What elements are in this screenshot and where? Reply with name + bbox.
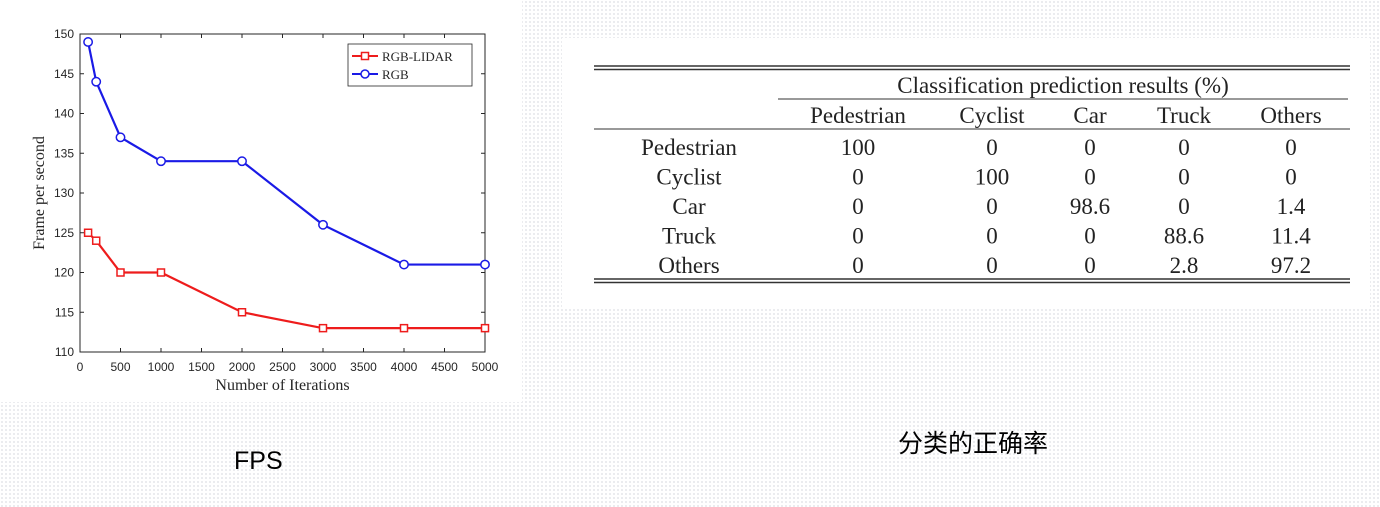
table-cell: 0 bbox=[1285, 165, 1297, 190]
table-cell: 0 bbox=[1178, 165, 1190, 190]
y-tick-label: 150 bbox=[54, 27, 74, 41]
row-label: Cyclist bbox=[656, 165, 722, 190]
table-cell: 0 bbox=[852, 165, 864, 190]
table-cell: 0 bbox=[986, 224, 998, 249]
data-point-rgb-lidar bbox=[116, 268, 125, 277]
x-tick-label: 3000 bbox=[310, 360, 337, 374]
data-point-rgb bbox=[399, 259, 409, 270]
table-cell: 0 bbox=[852, 224, 864, 249]
table-cell: 0 bbox=[1084, 224, 1096, 249]
legend-label-rgb: RGB bbox=[382, 67, 409, 82]
column-header: Others bbox=[1260, 103, 1321, 128]
table-group-header: Classification prediction results (%) bbox=[897, 73, 1229, 98]
x-tick-label: 5000 bbox=[472, 360, 499, 374]
chart-legend: RGB-LIDAR RGB bbox=[347, 43, 473, 87]
column-header: Truck bbox=[1157, 103, 1212, 128]
fps-chart-panel: 0 500 1000 1500 2000 2500 3000 3500 4000 4500 5000… bbox=[0, 0, 522, 402]
table-cell: 2.8 bbox=[1170, 253, 1199, 278]
legend-marker-rgb-lidar bbox=[360, 51, 370, 61]
column-header: Cyclist bbox=[959, 103, 1025, 128]
column-header: Car bbox=[1073, 103, 1107, 128]
y-axis-label: Frame per second bbox=[31, 136, 48, 250]
x-tick-label: 2000 bbox=[229, 360, 256, 374]
y-tick-label: 125 bbox=[54, 226, 74, 240]
series-line-rgb bbox=[87, 41, 485, 266]
x-tick-label: 4500 bbox=[431, 360, 458, 374]
x-tick-label: 500 bbox=[110, 360, 130, 374]
x-tick-label: 3500 bbox=[350, 360, 377, 374]
classification-table-panel: Classification prediction results (%) Ped… bbox=[562, 38, 1370, 308]
table-row: Truck 0 0 0 88.6 11.4 bbox=[662, 224, 1311, 249]
table-cell: 0 bbox=[1285, 135, 1297, 160]
data-point-rgb bbox=[480, 259, 490, 270]
data-point-rgb bbox=[83, 37, 94, 47]
data-point-rgb-lidar bbox=[480, 323, 490, 333]
y-tick-label: 135 bbox=[54, 146, 74, 160]
y-tick-label: 110 bbox=[55, 345, 74, 359]
y-tick-label: 145 bbox=[54, 67, 74, 81]
x-axis-label: Number of Iterations bbox=[215, 377, 349, 394]
table-row: Car 0 0 98.6 0 1.4 bbox=[672, 194, 1305, 219]
table-cell: 98.6 bbox=[1070, 194, 1110, 219]
table-cell: 0 bbox=[986, 194, 998, 219]
y-tick-label: 130 bbox=[54, 186, 74, 200]
data-point-rgb-lidar bbox=[83, 228, 93, 237]
data-point-rgb-lidar bbox=[91, 236, 101, 245]
table-cell: 0 bbox=[1084, 135, 1096, 160]
table-cell: 0 bbox=[986, 253, 998, 278]
x-tick-label: 4000 bbox=[391, 360, 418, 374]
data-point-rgb bbox=[318, 219, 328, 230]
data-point-rgb bbox=[237, 156, 247, 167]
data-point-rgb bbox=[156, 156, 166, 167]
row-label: Truck bbox=[662, 224, 717, 249]
table-cell: 0 bbox=[852, 194, 864, 219]
data-point-rgb bbox=[91, 76, 102, 87]
table-row: Others 0 0 0 2.8 97.2 bbox=[658, 253, 1311, 278]
table-row: Cyclist 0 100 0 0 0 bbox=[656, 165, 1296, 190]
accuracy-caption: 分类的正确率 bbox=[898, 430, 1049, 458]
data-point-rgb-lidar bbox=[399, 323, 409, 333]
table-cell: 88.6 bbox=[1164, 224, 1204, 249]
legend-box bbox=[347, 43, 473, 87]
legend-marker-rgb bbox=[360, 69, 370, 79]
data-point-rgb bbox=[115, 132, 126, 143]
x-tick-label: 2500 bbox=[269, 360, 296, 374]
table-cell: 1.4 bbox=[1277, 194, 1306, 219]
table-row: Pedestrian 100 0 0 0 0 bbox=[641, 135, 1297, 160]
data-point-rgb-lidar bbox=[156, 268, 166, 277]
table-cell: 0 bbox=[1178, 194, 1190, 219]
row-label: Pedestrian bbox=[641, 135, 737, 160]
row-label: Others bbox=[658, 253, 719, 278]
x-tick-label: 1000 bbox=[148, 360, 175, 374]
table-cell: 0 bbox=[1084, 253, 1096, 278]
table-cell: 11.4 bbox=[1271, 224, 1311, 249]
x-tick-label: 0 bbox=[77, 360, 84, 374]
legend-label-rgb-lidar: RGB-LIDAR bbox=[382, 49, 453, 64]
y-tick-label: 115 bbox=[55, 305, 74, 319]
fps-caption: FPS bbox=[234, 447, 283, 475]
table-cell: 0 bbox=[1084, 165, 1096, 190]
table-cell: 0 bbox=[1178, 135, 1190, 160]
data-point-rgb-lidar bbox=[318, 323, 328, 333]
table-cell: 0 bbox=[986, 135, 998, 160]
table-cell: 100 bbox=[841, 135, 876, 160]
row-label: Car bbox=[672, 194, 706, 219]
table-cell: 100 bbox=[975, 165, 1010, 190]
y-tick-label: 140 bbox=[54, 107, 74, 121]
x-tick-label: 1500 bbox=[188, 360, 215, 374]
column-header: Pedestrian bbox=[810, 103, 906, 128]
series-line-rgb-lidar bbox=[87, 231, 485, 330]
table-cell: 0 bbox=[852, 253, 864, 278]
fps-line-chart: 0 500 1000 1500 2000 2500 3000 3500 4000 4500 5000… bbox=[31, 27, 499, 394]
data-point-rgb-lidar bbox=[237, 308, 247, 317]
y-tick-label: 120 bbox=[54, 266, 74, 280]
table-cell: 97.2 bbox=[1271, 253, 1311, 278]
classification-table: Classification prediction results (%) Ped… bbox=[594, 65, 1350, 284]
